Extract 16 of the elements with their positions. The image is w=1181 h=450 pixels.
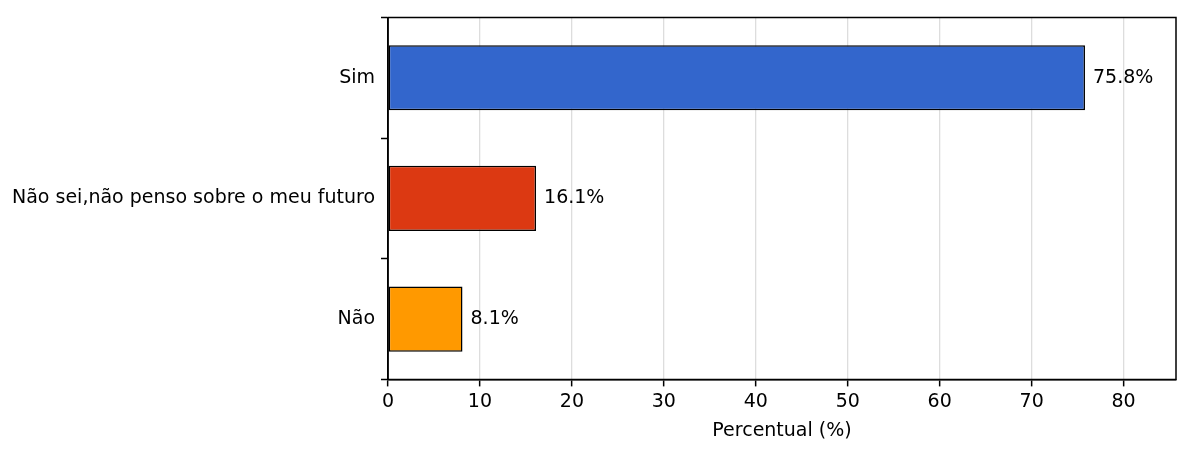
x-tick-label: 20 <box>559 388 585 411</box>
data-label: 8.1% <box>470 306 519 328</box>
x-tick-label: 70 <box>1019 388 1044 411</box>
x-axis-title: Percentual (%) <box>712 417 852 440</box>
x-tick-label: 0 <box>381 388 395 411</box>
x-tick-label: 60 <box>927 388 952 411</box>
x-tick-label: 50 <box>835 388 860 411</box>
data-label: 75.8% <box>1092 64 1154 87</box>
y-tick-label: Sim <box>339 64 376 87</box>
x-tick-label: 40 <box>743 388 768 411</box>
data-label: 16.1% <box>544 185 605 208</box>
x-tick-label: 10 <box>467 388 493 411</box>
y-tick-label: Não <box>337 306 376 328</box>
x-tick-label: 30 <box>651 388 676 411</box>
y-tick-label: Não sei,não penso sobre o meu futuro <box>11 185 376 208</box>
x-tick-label: 80 <box>1111 388 1136 411</box>
